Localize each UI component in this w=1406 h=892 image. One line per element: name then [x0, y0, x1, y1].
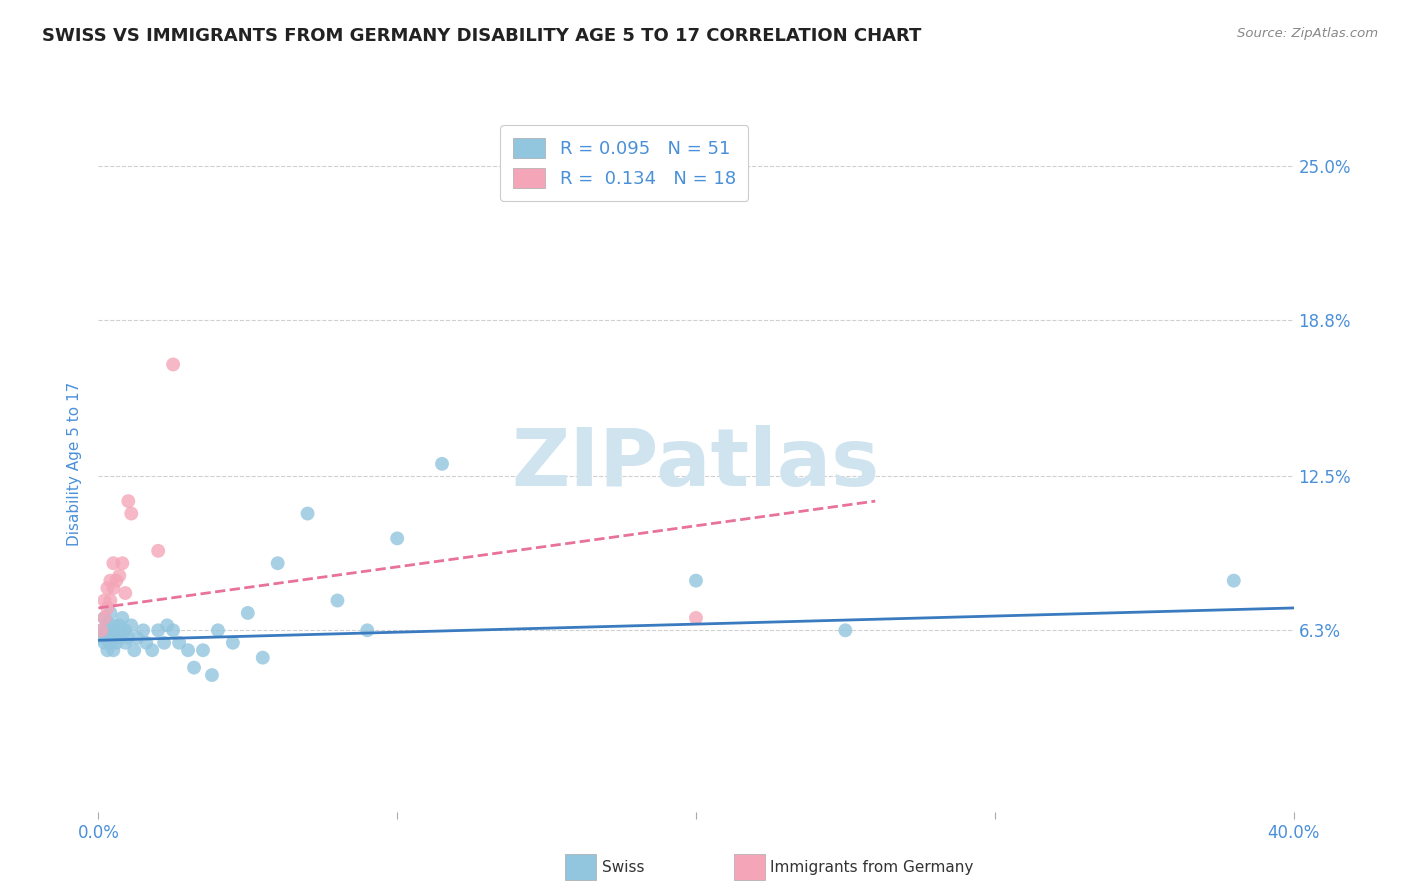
Text: SWISS VS IMMIGRANTS FROM GERMANY DISABILITY AGE 5 TO 17 CORRELATION CHART: SWISS VS IMMIGRANTS FROM GERMANY DISABIL…: [42, 27, 921, 45]
Point: [117, 494, 139, 508]
Point: [252, 650, 274, 665]
Point: [105, 574, 128, 588]
Point: [120, 618, 142, 632]
Point: [100, 636, 122, 650]
Point: [96, 615, 118, 630]
Point: [105, 624, 128, 638]
Point: [93, 625, 115, 640]
Point: [108, 568, 131, 582]
Point: [100, 593, 122, 607]
Point: [162, 624, 184, 638]
Point: [111, 611, 134, 625]
Point: [135, 636, 157, 650]
Point: [103, 631, 125, 645]
Point: [167, 636, 190, 650]
Point: [105, 636, 128, 650]
Point: [103, 618, 125, 632]
Point: [111, 556, 134, 570]
Point: [326, 593, 349, 607]
Point: [108, 631, 131, 645]
Point: [156, 618, 179, 632]
Point: [297, 507, 319, 521]
Text: Source: ZipAtlas.com: Source: ZipAtlas.com: [1237, 27, 1378, 40]
Point: [124, 643, 146, 657]
Point: [834, 624, 856, 638]
Legend: R = 0.095   N = 51, R =  0.134   N = 18: R = 0.095 N = 51, R = 0.134 N = 18: [501, 125, 748, 201]
Point: [222, 636, 245, 650]
Point: [1223, 574, 1246, 588]
Point: [267, 556, 290, 570]
Point: [114, 624, 136, 638]
Point: [685, 611, 707, 625]
Point: [93, 593, 115, 607]
Point: [103, 581, 125, 595]
Point: [103, 643, 125, 657]
Point: [127, 631, 149, 645]
Point: [207, 624, 229, 638]
Point: [120, 507, 142, 521]
Point: [90, 624, 112, 638]
Point: [132, 624, 155, 638]
Point: [108, 618, 131, 632]
Point: [356, 624, 378, 638]
Point: [685, 574, 707, 588]
Point: [114, 636, 136, 650]
Point: [90, 624, 112, 638]
Point: [191, 643, 214, 657]
Point: [385, 532, 409, 546]
Point: [148, 624, 170, 638]
Point: [183, 660, 205, 674]
Point: [96, 601, 118, 615]
Text: Swiss: Swiss: [602, 860, 644, 874]
Point: [96, 631, 118, 645]
Point: [236, 606, 259, 620]
Point: [96, 581, 118, 595]
Point: [153, 636, 176, 650]
Point: [117, 631, 139, 645]
Point: [100, 625, 122, 640]
Point: [90, 631, 112, 645]
Y-axis label: Disability Age 5 to 17: Disability Age 5 to 17: [67, 382, 83, 546]
Point: [177, 643, 200, 657]
Text: ZIPatlas: ZIPatlas: [512, 425, 880, 503]
Text: Immigrants from Germany: Immigrants from Germany: [770, 860, 974, 874]
Point: [96, 643, 118, 657]
Point: [93, 611, 115, 625]
Point: [103, 556, 125, 570]
Point: [148, 543, 170, 558]
Point: [162, 358, 184, 372]
Point: [430, 457, 453, 471]
Point: [93, 611, 115, 625]
Point: [201, 668, 224, 682]
Point: [100, 574, 122, 588]
Point: [93, 636, 115, 650]
Point: [141, 643, 163, 657]
Point: [114, 586, 136, 600]
Point: [111, 625, 134, 640]
Point: [100, 606, 122, 620]
